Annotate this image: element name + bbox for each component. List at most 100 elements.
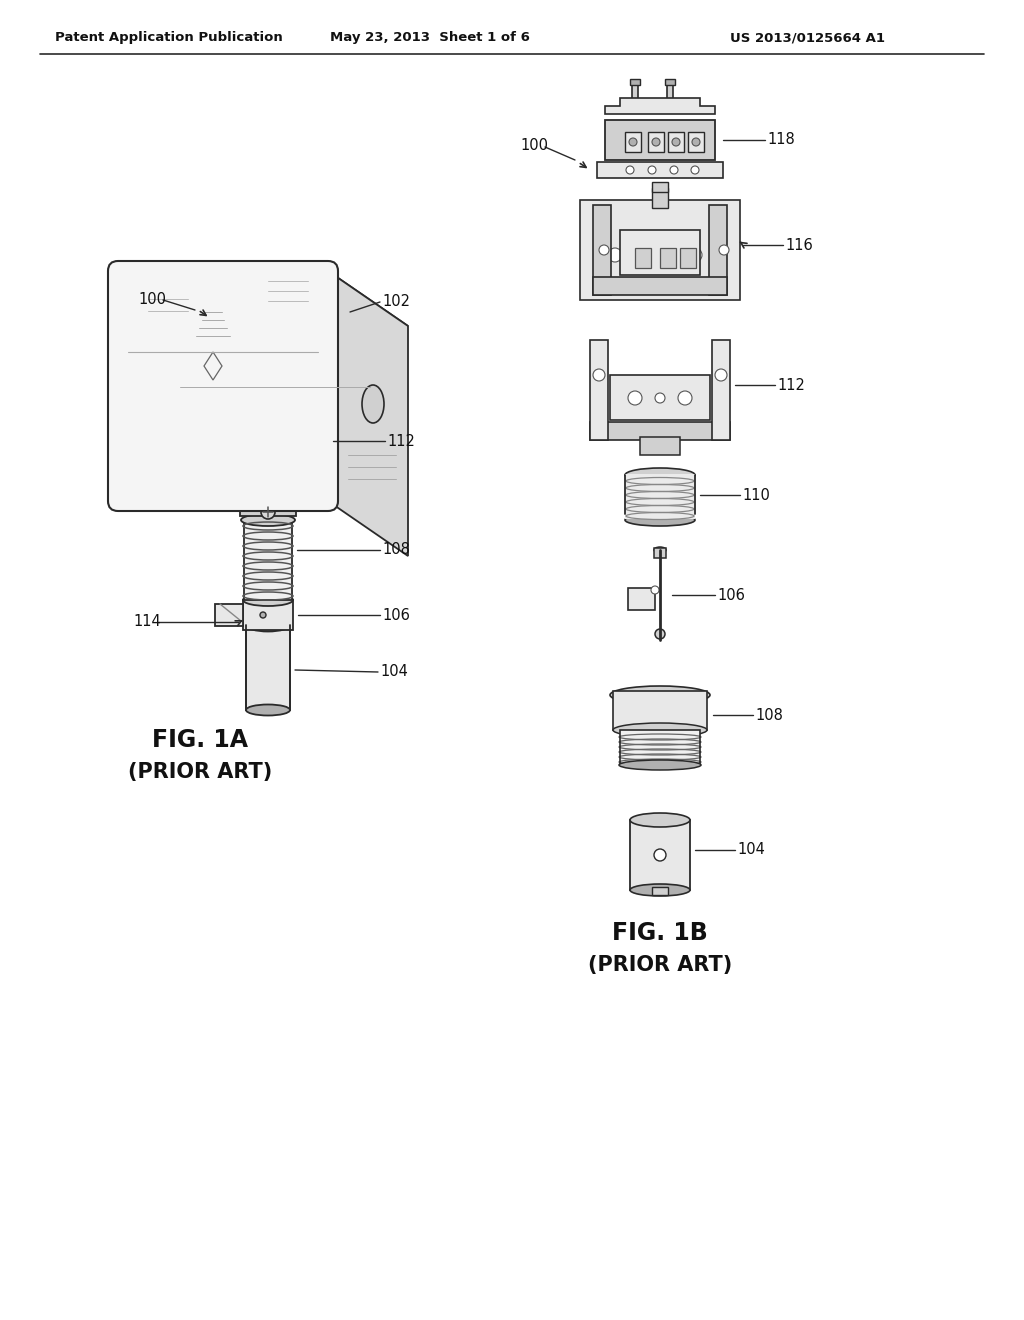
Ellipse shape — [243, 594, 293, 606]
Bar — [688, 132, 705, 152]
Ellipse shape — [654, 546, 666, 553]
Ellipse shape — [613, 723, 707, 737]
Bar — [580, 201, 740, 300]
Polygon shape — [118, 271, 408, 326]
Circle shape — [672, 139, 680, 147]
Circle shape — [688, 248, 702, 261]
Bar — [632, 82, 638, 112]
Text: Patent Application Publication: Patent Application Publication — [55, 32, 283, 45]
Circle shape — [692, 139, 700, 147]
Polygon shape — [628, 587, 655, 610]
Bar — [630, 820, 690, 890]
Circle shape — [261, 506, 275, 519]
Circle shape — [260, 612, 266, 618]
Text: 112: 112 — [777, 378, 805, 392]
Text: 110: 110 — [742, 487, 770, 503]
Bar — [665, 79, 675, 84]
Circle shape — [655, 630, 665, 639]
Circle shape — [629, 139, 637, 147]
Bar — [625, 474, 695, 519]
Text: 100: 100 — [138, 293, 166, 308]
Circle shape — [678, 391, 692, 405]
Text: 104: 104 — [380, 664, 408, 680]
Text: 106: 106 — [382, 607, 410, 623]
Circle shape — [655, 393, 665, 403]
Polygon shape — [652, 182, 668, 191]
Bar — [590, 422, 730, 440]
Text: 112: 112 — [387, 433, 415, 449]
Text: 118: 118 — [767, 132, 795, 148]
Bar — [630, 79, 640, 84]
Circle shape — [654, 849, 666, 861]
Bar — [240, 506, 296, 516]
Ellipse shape — [625, 513, 695, 525]
Bar — [680, 248, 696, 268]
Bar — [652, 187, 668, 209]
Bar — [593, 205, 611, 294]
Circle shape — [719, 246, 729, 255]
Text: 114: 114 — [133, 615, 161, 630]
Bar — [243, 601, 293, 630]
Text: (PRIOR ART): (PRIOR ART) — [128, 762, 272, 781]
Text: 108: 108 — [755, 708, 783, 722]
Bar — [660, 248, 676, 268]
Text: 102: 102 — [382, 294, 410, 309]
Bar — [712, 341, 730, 440]
Text: 116: 116 — [785, 238, 813, 252]
Bar — [244, 520, 292, 601]
Bar — [593, 277, 727, 294]
Bar — [620, 230, 700, 275]
Bar — [668, 132, 684, 152]
Ellipse shape — [618, 760, 701, 770]
Ellipse shape — [630, 884, 690, 896]
Ellipse shape — [241, 513, 295, 525]
Text: 100: 100 — [520, 137, 548, 153]
Circle shape — [670, 166, 678, 174]
Circle shape — [691, 166, 699, 174]
Bar — [610, 375, 710, 420]
Circle shape — [628, 391, 642, 405]
Ellipse shape — [610, 686, 710, 704]
Circle shape — [648, 166, 656, 174]
Bar — [635, 248, 651, 268]
Ellipse shape — [362, 385, 384, 422]
Bar — [667, 82, 673, 112]
FancyBboxPatch shape — [108, 261, 338, 511]
Bar — [590, 341, 608, 440]
Bar — [246, 624, 290, 710]
Circle shape — [608, 248, 622, 261]
Ellipse shape — [630, 813, 690, 828]
Circle shape — [593, 370, 605, 381]
Text: 106: 106 — [717, 587, 744, 602]
Bar — [648, 132, 664, 152]
Bar — [597, 162, 723, 178]
Text: (PRIOR ART): (PRIOR ART) — [588, 954, 732, 975]
Ellipse shape — [238, 502, 298, 511]
Text: 104: 104 — [737, 842, 765, 858]
Text: May 23, 2013  Sheet 1 of 6: May 23, 2013 Sheet 1 of 6 — [330, 32, 530, 45]
Bar — [709, 205, 727, 294]
Circle shape — [715, 370, 727, 381]
Bar — [244, 520, 292, 601]
Circle shape — [626, 166, 634, 174]
Circle shape — [652, 139, 660, 147]
Text: FIG. 1A: FIG. 1A — [152, 729, 248, 752]
Polygon shape — [328, 271, 408, 556]
Bar — [652, 887, 668, 895]
Bar — [215, 605, 243, 626]
Bar — [654, 548, 666, 558]
Bar — [605, 120, 715, 160]
Text: 108: 108 — [382, 543, 410, 557]
Bar — [613, 690, 707, 730]
Polygon shape — [605, 98, 715, 114]
Text: US 2013/0125664 A1: US 2013/0125664 A1 — [730, 32, 885, 45]
Bar — [625, 132, 641, 152]
Bar — [640, 437, 680, 455]
Text: FIG. 1B: FIG. 1B — [612, 921, 708, 945]
Bar — [620, 730, 700, 766]
Circle shape — [651, 586, 659, 594]
Circle shape — [599, 246, 609, 255]
Ellipse shape — [625, 469, 695, 482]
Ellipse shape — [246, 705, 290, 715]
Ellipse shape — [246, 619, 290, 631]
